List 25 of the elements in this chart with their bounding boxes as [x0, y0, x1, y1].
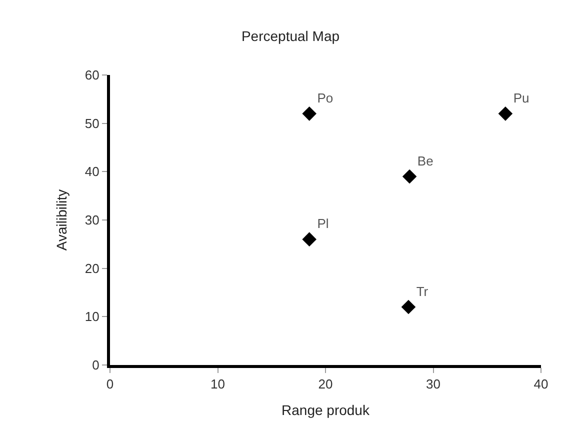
y-tick-label: 40 [84, 164, 100, 180]
data-label: Be [417, 153, 434, 168]
point [498, 106, 513, 121]
y-tick-label: 50 [84, 116, 100, 131]
point [302, 232, 316, 246]
y-tick-label: 10 [84, 309, 100, 324]
x-tick-label: 0 [106, 376, 114, 392]
point [401, 300, 416, 314]
x-axis-title: Range produk [282, 402, 370, 418]
y-tick-label: 20 [84, 260, 100, 276]
x-tick-label: 30 [426, 376, 440, 392]
chart-title: Perceptual Map [241, 28, 340, 44]
data-label: Tr [416, 284, 429, 299]
data-label: Pl [317, 216, 329, 232]
y-tick-label: 0 [92, 358, 100, 373]
data-label: Po [317, 90, 334, 106]
y-axis-title: Availibility [54, 189, 70, 251]
x-tick-label: 40 [534, 376, 548, 392]
data-label: Pu [513, 90, 530, 106]
x-tick-label: 20 [318, 376, 333, 392]
y-tick-label: 60 [84, 68, 100, 83]
x-tick-label: 10 [210, 376, 225, 392]
point [302, 106, 316, 121]
y-tick-label: 30 [84, 212, 100, 228]
point [402, 169, 417, 184]
